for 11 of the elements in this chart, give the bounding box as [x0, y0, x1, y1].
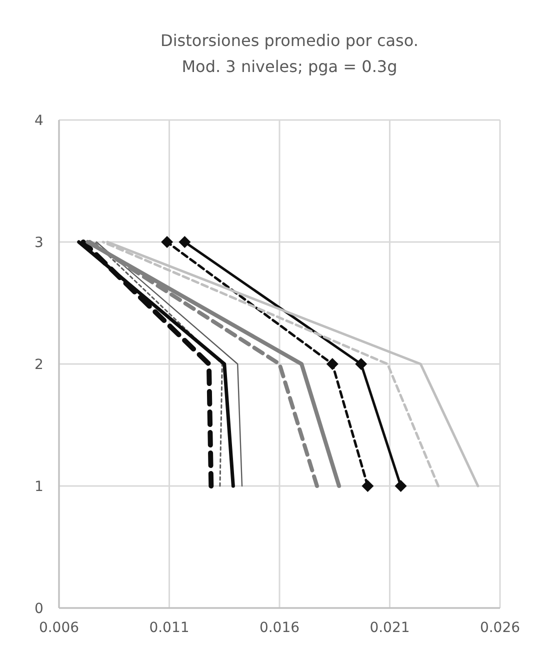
y-tick-label: 2: [34, 357, 44, 373]
y-tick-label: 1: [34, 479, 44, 495]
x-tick-label: 0.026: [480, 620, 520, 636]
y-tick-label: 0: [34, 601, 44, 617]
x-tick-label: 0.011: [149, 620, 190, 636]
y-tick-label: 3: [34, 235, 44, 251]
y-tick-label: 4: [34, 113, 44, 129]
chart-title: Distorsiones promedio por caso. Mod. 3 niveles; pga = 0.3g: [160, 31, 418, 76]
x-tick-label: 0.016: [259, 620, 300, 636]
x-tick-label: 0.021: [370, 620, 410, 636]
x-tick-label: 0.006: [38, 620, 80, 636]
